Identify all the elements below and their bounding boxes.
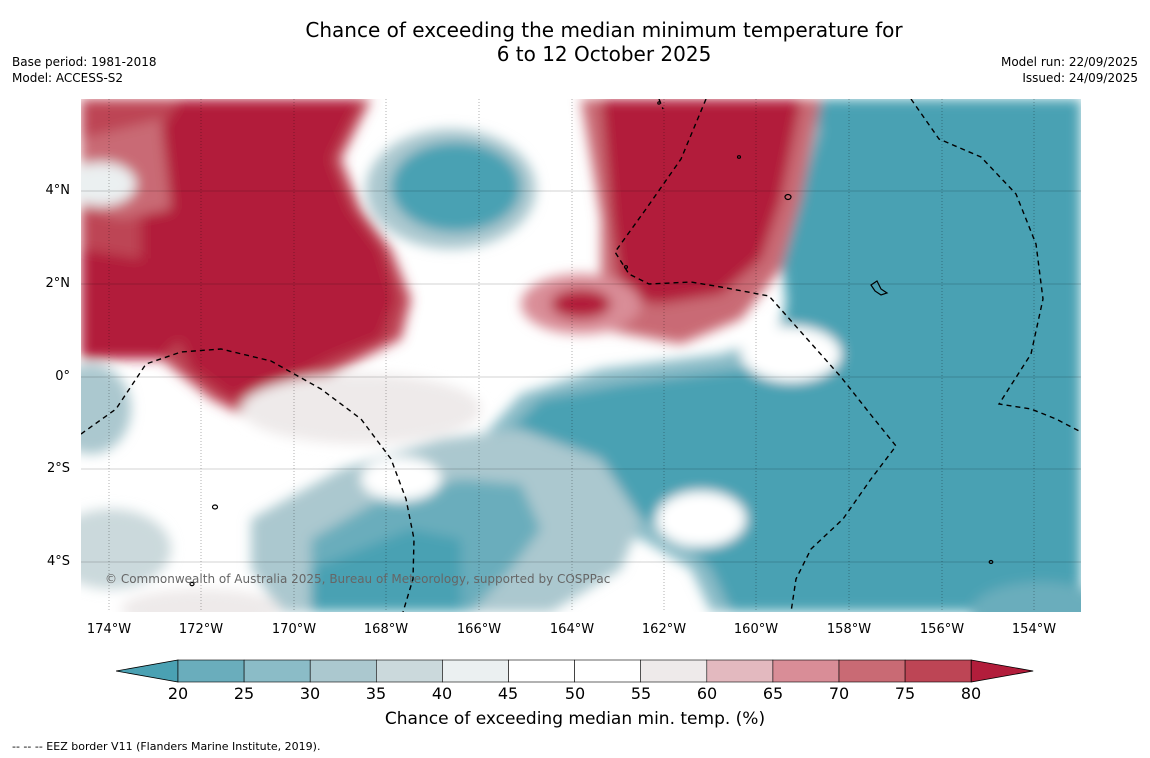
lat-label-2: 0° — [55, 369, 70, 384]
colorbar-segment — [838, 659, 906, 683]
island-a — [784, 193, 792, 201]
lon-label-8: 158°W — [826, 622, 872, 637]
lon-label-2: 170°W — [271, 622, 317, 637]
colorbar-segment — [904, 659, 972, 683]
eez-border-north-stub — [658, 99, 664, 110]
eez-legend-note: -- -- -- EEZ border V11 (Flanders Marine… — [12, 740, 321, 753]
colorbar-tick-0: 20 — [167, 684, 189, 703]
colorbar-tick-2: 30 — [299, 684, 321, 703]
map-title-line2: 6 to 12 October 2025 — [496, 42, 712, 66]
model-text: Model: ACCESS-S2 — [12, 71, 124, 85]
colorbar-tick-7: 55 — [630, 684, 652, 703]
colorbar-segment — [640, 659, 708, 683]
colorbar-tick-6: 50 — [564, 684, 586, 703]
colorbar-segment — [177, 659, 245, 683]
warm-region-north — [601, 99, 801, 304]
neutral-patch-southeast — [656, 491, 746, 547]
lon-label-0: 174°W — [86, 622, 132, 637]
colorbar-segment — [574, 659, 642, 683]
colorbar-title: Chance of exceeding median min. temp. (%… — [384, 709, 766, 729]
lon-label-3: 168°W — [363, 622, 409, 637]
cool-patch-southwest — [81, 509, 171, 589]
colorbar-segment — [706, 659, 774, 683]
colorbar-tick-1: 25 — [233, 684, 255, 703]
colorbar-tick-3: 35 — [365, 684, 387, 703]
issued-text: Issued: 24/09/2025 — [1022, 71, 1138, 85]
neutral-patch-east — [741, 326, 841, 382]
island-b — [870, 280, 889, 296]
island-h — [657, 101, 661, 105]
neutral-patch-northwest — [81, 162, 136, 206]
eez-border-east — [910, 99, 1081, 433]
lat-label-1: 2°N — [45, 276, 71, 291]
graticule — [81, 190, 1081, 563]
meta-right: Model run: 22/09/2025 Issued: 24/09/2025 — [1001, 54, 1138, 86]
colorbar-tick-4: 40 — [431, 684, 453, 703]
colorbar-tick-12: 80 — [960, 684, 982, 703]
colorbar-segment — [508, 659, 575, 683]
meta-left: Base period: 1981-2018 Model: ACCESS-S2 — [12, 54, 157, 86]
colorbar-segment — [309, 659, 377, 683]
probability-map — [81, 99, 1081, 612]
colorbar-segment — [375, 659, 443, 683]
map-title: Chance of exceeding the median minimum t… — [0, 18, 1150, 66]
island-g — [736, 155, 742, 159]
neutral-band-equator — [241, 374, 481, 444]
eez-border-west — [81, 348, 415, 612]
colorbar-tick-9: 65 — [762, 684, 784, 703]
cool-patch-west — [81, 364, 131, 454]
colorbar-segment — [442, 659, 509, 683]
island-d — [189, 581, 195, 587]
islands — [189, 101, 994, 587]
warm-region-west-edge — [81, 249, 181, 359]
warm-patch-central-core — [551, 289, 611, 319]
colorbar-tick-8: 60 — [696, 684, 718, 703]
colorbar-tick-11: 75 — [894, 684, 916, 703]
island-c — [211, 504, 219, 510]
island-e — [988, 559, 994, 565]
lon-label-9: 156°W — [919, 622, 965, 637]
lat-label-4: 4°S — [46, 554, 70, 569]
lon-label-4: 166°W — [456, 622, 502, 637]
model-run-text: Model run: 22/09/2025 — [1000, 55, 1138, 69]
eez-borders — [81, 99, 1081, 612]
lon-label-10: 154°W — [1011, 622, 1057, 637]
lon-label-5: 164°W — [549, 622, 595, 637]
lon-label-1: 172°W — [178, 622, 224, 637]
colorbar-extend-low — [115, 659, 179, 683]
map-title-line1: Chance of exceeding the median minimum t… — [305, 18, 903, 42]
lon-label-6: 162°W — [641, 622, 687, 637]
probability-field — [81, 99, 1081, 612]
base-period-text: Base period: 1981-2018 — [12, 55, 157, 69]
colorbar-extend-high — [970, 659, 1034, 683]
lon-label-7: 160°W — [733, 622, 779, 637]
colorbar-tick-5: 45 — [497, 684, 519, 703]
colorbar — [115, 659, 1036, 687]
lat-label-0: 4°N — [45, 183, 71, 198]
map-canvas — [81, 99, 1081, 612]
cool-patch-southeast — [971, 582, 1081, 612]
copyright-notice: © Commonwealth of Australia 2025, Bureau… — [105, 572, 611, 586]
colorbar-graphic — [115, 659, 1034, 683]
warm-region-west-core — [141, 99, 396, 399]
colorbar-segment — [243, 659, 311, 683]
eez-border-central — [614, 99, 897, 612]
neutral-patch-south — [361, 457, 441, 501]
colorbar-segment — [772, 659, 840, 683]
lat-label-3: 2°S — [46, 461, 70, 476]
colorbar-tick-10: 70 — [828, 684, 850, 703]
cool-blob-north — [391, 142, 521, 232]
island-f — [623, 265, 629, 269]
